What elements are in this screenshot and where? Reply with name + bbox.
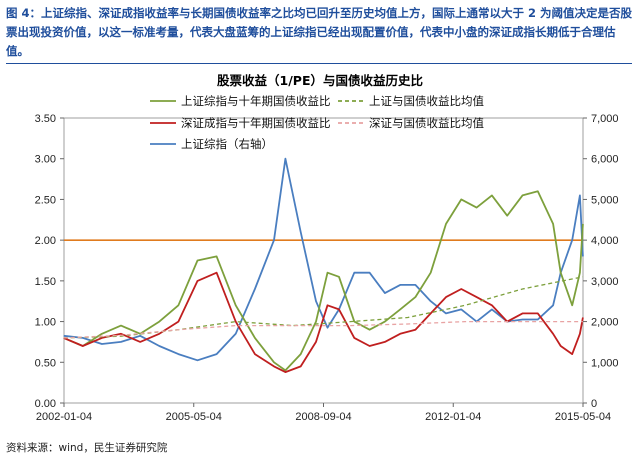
x-tick-label: 2012-01-04 (425, 411, 481, 423)
legend-label: 上证综指（右轴） (181, 137, 273, 151)
y-right-axis: 0 1,000 2,000 3,000 4,000 5,000 6,000 7,000 (583, 113, 619, 410)
chart-title: 股票收益（1/PE）与国债收益历史比 (217, 73, 423, 88)
x-tick-label: 2005-05-04 (166, 411, 222, 423)
y-right-tick-label: 3,000 (591, 276, 619, 288)
legend-label: 深证成指与十年期国债收益比 (181, 116, 331, 130)
series-layer (63, 157, 584, 374)
y-right-tick-label: 5,000 (591, 194, 619, 206)
figure-caption: 图 4：上证综指、深证成指收益率与长期国债收益率之比均已回升至历史均值上方，国际… (6, 4, 632, 64)
x-tick-label: 2008-09-04 (295, 411, 351, 423)
y-right-tick-label: 1,000 (591, 357, 619, 369)
legend-label: 上证与国债收益比均值 (369, 94, 484, 108)
y-left-tick-label: 3.50 (35, 113, 56, 125)
y-left-tick-label: 1.00 (35, 317, 56, 329)
y-left-tick-label: 0.50 (35, 357, 56, 369)
y-left-tick-label: 3.00 (35, 154, 56, 166)
y-left-tick-label: 1.50 (35, 276, 56, 288)
y-right-tick-label: 4,000 (591, 235, 619, 247)
legend-label: 上证综指与十年期国债收益比 (181, 94, 331, 108)
y-left-axis: 0.00 0.50 1.00 1.50 2.00 2.50 3.00 3.50 (35, 113, 64, 410)
legend-label: 深证与国债收益比均值 (369, 116, 484, 130)
chart-svg: 0.00 0.50 1.00 1.50 2.00 2.50 3.00 3.50 0 1,000 2… (35, 94, 619, 423)
plot-area (63, 117, 584, 404)
series-line-4 (63, 157, 584, 362)
y-right-tick-label: 0 (591, 398, 597, 410)
y-right-tick-label: 7,000 (591, 113, 619, 125)
series-line-2 (63, 271, 584, 374)
y-left-tick-label: 2.50 (35, 194, 56, 206)
series-line-0 (63, 190, 584, 372)
y-right-tick-label: 6,000 (591, 154, 619, 166)
x-axis: 2002-01-04 2005-05-04 2008-09-04 2012-01-04… (36, 403, 611, 423)
y-left-tick-label: 0.00 (35, 398, 56, 410)
x-tick-label: 2002-01-04 (36, 411, 92, 423)
series-line-1 (63, 276, 584, 339)
y-right-tick-label: 2,000 (591, 317, 619, 329)
source-note: 资料来源：wind，民生证券研究院 (6, 442, 168, 454)
x-tick-label: 2015-05-04 (555, 411, 611, 423)
y-left-tick-label: 2.00 (35, 235, 56, 247)
series-line-3 (63, 320, 583, 339)
